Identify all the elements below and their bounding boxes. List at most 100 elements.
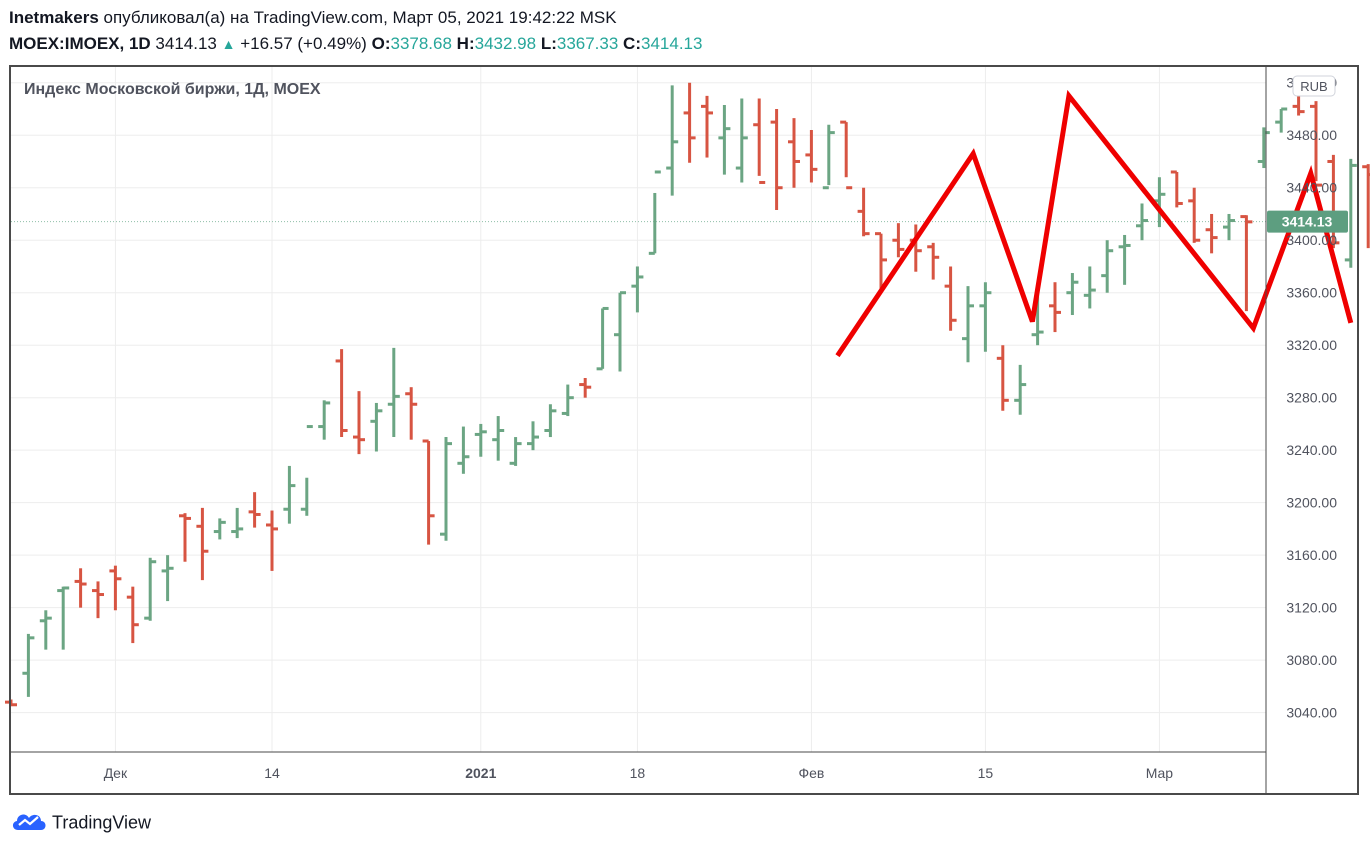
ohlc-bar	[753, 98, 766, 184]
x-tick-label: Фев	[798, 765, 824, 781]
ohlc-bar	[387, 347, 400, 438]
ohlc-bar	[1362, 164, 1370, 249]
ohlc-bar	[1136, 203, 1148, 241]
ohlc-bar	[370, 402, 383, 452]
ohlc-bar	[457, 426, 470, 474]
last-price-tag-bg	[1267, 210, 1348, 233]
ohlc-bar	[126, 586, 139, 644]
ohlc-bar	[1310, 101, 1322, 187]
last-value: 3414.13	[155, 34, 217, 53]
symbol-label: MOEX:IMOEX, 1D	[9, 34, 151, 53]
ohlc-bar	[509, 437, 522, 466]
ohlc-bar	[318, 400, 331, 440]
ohlc-bar	[1083, 266, 1096, 309]
open-value: 3378.68	[390, 34, 452, 53]
y-tick-label: 3120.00	[1286, 600, 1337, 616]
x-tick-label: Дек	[104, 765, 128, 781]
ohlc-bar	[1205, 213, 1218, 254]
ohlc-bar	[405, 387, 418, 440]
ohlc-bar	[335, 349, 348, 438]
up-arrow-icon: ▲	[221, 36, 236, 52]
ohlc-bar	[805, 129, 818, 183]
ohlc-bar	[179, 513, 191, 562]
chart-title: Индекс Московской биржи, 1Д, MOEX	[24, 81, 321, 98]
ohlc-bars	[5, 82, 1370, 707]
currency-badge[interactable]: RUB	[1292, 75, 1336, 97]
ohlc-bar	[266, 510, 278, 571]
low-value: 3367.33	[556, 34, 619, 53]
ohlc-bar	[979, 282, 992, 352]
x-tick-label: Мар	[1146, 765, 1174, 781]
y-tick-label: 3480.00	[1286, 127, 1337, 143]
ohlc-bar	[1292, 95, 1305, 116]
ohlc-bar	[857, 187, 870, 237]
ohlc-bar	[561, 384, 574, 417]
ohlc-bar	[579, 378, 592, 398]
ohlc-bar	[57, 586, 70, 650]
ohlc-bar	[788, 118, 800, 188]
ohlc-bar	[1049, 282, 1061, 333]
ohlc-bar	[440, 437, 452, 541]
last-price-tag: 3414.13	[1267, 210, 1348, 233]
y-tick-label: 3080.00	[1286, 652, 1337, 668]
close-label: C:	[623, 34, 641, 53]
high-value: 3432.98	[474, 34, 537, 53]
ohlc-bar	[1240, 215, 1253, 312]
x-tick-label: 18	[630, 765, 646, 781]
ohlc-bar	[231, 507, 244, 539]
ohlc-bar	[544, 404, 557, 438]
ohlc-bar	[822, 124, 835, 190]
ohlc-bar	[283, 465, 296, 524]
ohlc-bar	[996, 345, 1009, 411]
low-label: L:	[540, 34, 557, 53]
ohlc-bar	[74, 568, 87, 608]
ohlc-bar	[1066, 273, 1079, 316]
ohlc-bar	[213, 518, 226, 540]
ohlc-line: MOEX:IMOEX, 1D 3414.13 ▲ +16.57 (+0.49%)…	[9, 34, 702, 54]
ohlc-bar	[300, 425, 313, 516]
ohlc-bar	[892, 223, 905, 258]
ohlc-bar	[735, 98, 748, 183]
author-name[interactable]: Inetmakers	[9, 8, 99, 27]
y-tick-label: 3040.00	[1286, 705, 1337, 721]
tradingview-cloud-icon	[10, 810, 48, 837]
x-tick-label: 15	[978, 765, 994, 781]
ohlc-bar	[144, 557, 157, 621]
time-axis[interactable]: Дек 14 2021 18 Фев 15 Мар	[11, 751, 1266, 781]
ohlc-bar	[1275, 107, 1288, 133]
y-tick-label: 3240.00	[1286, 442, 1337, 458]
price-axis[interactable]: 3040.00 3080.00 3120.00 3160.00 3200.00 3240.…	[1265, 67, 1337, 795]
ohlc-bar	[1257, 127, 1270, 169]
ohlc-bar	[39, 610, 52, 650]
ohlc-bar	[92, 581, 104, 619]
ohlc-bar	[718, 105, 731, 175]
ohlc-bar	[1014, 364, 1027, 415]
ohlc-bar	[196, 507, 209, 581]
y-tick-label: 3440.00	[1286, 180, 1337, 196]
change-value: +16.57 (+0.49%)	[240, 34, 367, 53]
last-price-tag-label: 3414.13	[1282, 214, 1333, 230]
ohlc-bar	[927, 242, 940, 280]
ohlc-bar	[1188, 187, 1201, 243]
ohlc-bar	[353, 391, 365, 455]
y-tick-label: 3280.00	[1286, 390, 1337, 406]
ohlc-bar	[944, 266, 957, 331]
y-tick-label: 3360.00	[1286, 285, 1337, 301]
ohlc-bar	[631, 266, 644, 313]
currency-label: RUB	[1300, 79, 1327, 94]
ohlc-bar	[161, 555, 174, 602]
ohlc-bar	[422, 439, 435, 545]
ohlc-bar	[614, 291, 626, 372]
ohlc-bar	[666, 85, 679, 196]
ohlc-bar	[22, 633, 35, 697]
y-tick-label: 3400.00	[1286, 232, 1337, 248]
annotation-zigzag	[835, 89, 1354, 358]
ohlc-bar	[248, 492, 261, 528]
ohlc-bar	[527, 421, 539, 451]
y-tick-label: 3320.00	[1286, 337, 1337, 353]
brand-name: TradingView	[52, 812, 152, 833]
ohlc-bar	[840, 120, 853, 190]
open-label: O:	[371, 34, 391, 53]
footer-brand[interactable]: TradingView	[10, 810, 151, 837]
